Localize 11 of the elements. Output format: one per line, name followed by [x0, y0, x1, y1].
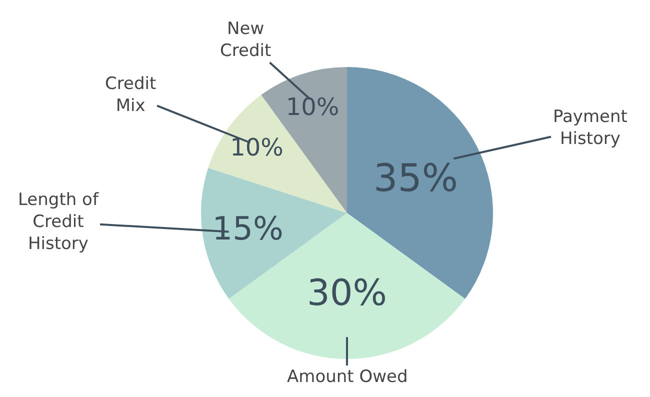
slice-label: Payment History [553, 107, 628, 150]
data-label: 15% [212, 210, 284, 248]
data-label: 10% [230, 133, 284, 162]
slice-label: Credit Mix [105, 74, 156, 116]
slice-label: New Credit [220, 19, 272, 62]
data-label: 35% [374, 156, 458, 200]
slice-label: Amount Owed [287, 367, 408, 387]
slice-label: Length of Credit History [18, 190, 100, 254]
pie-slice [208, 94, 347, 213]
data-label: 10% [286, 92, 340, 121]
data-label: 30% [306, 273, 388, 314]
